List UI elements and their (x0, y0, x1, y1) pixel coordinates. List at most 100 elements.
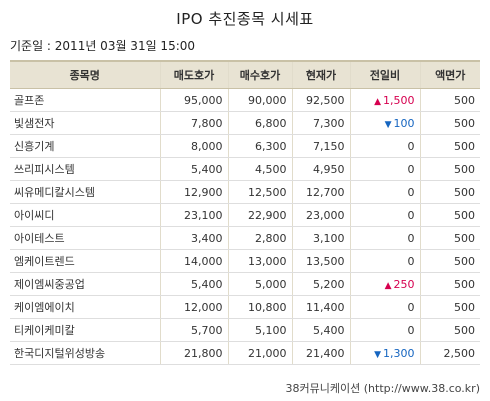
par-value: 500 (419, 318, 480, 342)
page-title: IPO 추진종목 시세표 (176, 10, 314, 28)
change-cell: 0 (349, 180, 420, 204)
par-value: 500 (419, 226, 480, 250)
current-price: 5,200 (291, 272, 350, 296)
source-credit: 38커뮤니케이션 (http://www.38.co.kr) (285, 382, 480, 395)
change-value: 0 (407, 323, 415, 337)
current-price: 4,950 (291, 157, 350, 181)
col-header-par: 액면가 (419, 60, 480, 89)
change-cell: 0 (349, 226, 420, 250)
triangle-down-icon: ▼ (374, 349, 381, 360)
change-value: 1,500 (383, 93, 415, 107)
par-value: 500 (419, 272, 480, 296)
ask-price: 14,000 (159, 249, 228, 273)
change-cell: 0 (349, 157, 420, 181)
par-value: 500 (419, 88, 480, 112)
current-price: 21,400 (291, 341, 350, 365)
change-value: 0 (407, 208, 415, 222)
par-value: 500 (419, 249, 480, 273)
current-price: 92,500 (291, 88, 350, 112)
change-value: 0 (407, 185, 415, 199)
stock-name[interactable]: 한국디지털위성방송 (10, 341, 160, 365)
triangle-down-icon: ▼ (384, 119, 392, 130)
ask-price: 95,000 (159, 88, 228, 112)
change-value: 0 (407, 139, 415, 153)
change-value: 0 (407, 300, 415, 314)
stock-name[interactable]: 골프존 (10, 88, 160, 112)
bid-price: 22,900 (227, 203, 292, 227)
stock-name[interactable]: 티케이케미칼 (10, 318, 160, 342)
table-header-row: 종목명 매도호가 매수호가 현재가 전일비 액면가 (10, 60, 480, 89)
change-cell: ▼ 1,300 (349, 341, 420, 365)
col-header-price: 현재가 (291, 60, 350, 89)
stock-name[interactable]: 신흥기계 (10, 134, 160, 158)
current-price: 13,500 (291, 249, 350, 273)
change-cell: 0 (349, 249, 420, 273)
current-price: 3,100 (291, 226, 350, 250)
current-price: 12,700 (291, 180, 350, 204)
table-row: 아이씨디 23,100 22,900 23,000 0 500 (10, 203, 480, 227)
bid-price: 13,000 (227, 249, 292, 273)
ask-price: 12,900 (159, 180, 228, 204)
par-value: 500 (419, 134, 480, 158)
change-cell: ▼ 100 (349, 111, 420, 135)
stock-name[interactable]: 케이엠에이치 (10, 295, 160, 319)
par-value: 500 (419, 180, 480, 204)
bid-price: 6,300 (227, 134, 292, 158)
stock-name[interactable]: 씨유메디칼시스템 (10, 180, 160, 204)
ask-price: 3,400 (159, 226, 228, 250)
stock-name[interactable]: 제이엠씨중공업 (10, 272, 160, 296)
change-value: 1,300 (383, 346, 415, 360)
par-value: 500 (419, 111, 480, 135)
base-date: 기준일 : 2011년 03월 31일 15:00 (10, 39, 196, 53)
change-cell: ▲ 250 (349, 272, 420, 296)
change-cell: 0 (349, 318, 420, 342)
stock-name[interactable]: 빛샘전자 (10, 111, 160, 135)
change-cell: 0 (349, 295, 420, 319)
bid-price: 10,800 (227, 295, 292, 319)
change-value: 0 (407, 231, 415, 245)
table-row: 아이테스트 3,400 2,800 3,100 0 500 (10, 226, 480, 250)
bid-price: 4,500 (227, 157, 292, 181)
ask-price: 21,800 (159, 341, 228, 365)
table-row: 골프존 95,000 90,000 92,500 ▲ 1,500 500 (10, 88, 480, 112)
table-row: 빛샘전자 7,800 6,800 7,300 ▼ 100 500 (10, 111, 480, 135)
change-value: 0 (407, 162, 415, 176)
table-row: 한국디지털위성방송 21,800 21,000 21,400 ▼ 1,300 2,500 (10, 341, 480, 365)
col-header-bid: 매수호가 (227, 60, 292, 89)
triangle-up-icon: ▲ (384, 280, 392, 291)
ipo-price-table: 종목명 매도호가 매수호가 현재가 전일비 액면가 골프존 95,000 90,00… (10, 60, 480, 365)
bid-price: 5,100 (227, 318, 292, 342)
change-cell: 0 (349, 203, 420, 227)
triangle-up-icon: ▲ (374, 96, 381, 107)
stock-name[interactable]: 아이씨디 (10, 203, 160, 227)
stock-name[interactable]: 쓰리피시스템 (10, 157, 160, 181)
bid-price: 21,000 (227, 341, 292, 365)
ask-price: 12,000 (159, 295, 228, 319)
table-row: 쓰리피시스템 5,400 4,500 4,950 0 500 (10, 157, 480, 181)
table-row: 티케이케미칼 5,700 5,100 5,400 0 500 (10, 318, 480, 342)
ask-price: 23,100 (159, 203, 228, 227)
bid-price: 6,800 (227, 111, 292, 135)
stock-name[interactable]: 엠케이트렌드 (10, 249, 160, 273)
table-row: 엠케이트렌드 14,000 13,000 13,500 0 500 (10, 249, 480, 273)
par-value: 500 (419, 157, 480, 181)
table-row: 신흥기계 8,000 6,300 7,150 0 500 (10, 134, 480, 158)
col-header-change: 전일비 (349, 60, 420, 89)
current-price: 23,000 (291, 203, 350, 227)
ask-price: 5,400 (159, 157, 228, 181)
change-cell: 0 (349, 134, 420, 158)
current-price: 7,150 (291, 134, 350, 158)
table-row: 케이엠에이치 12,000 10,800 11,400 0 500 (10, 295, 480, 319)
change-value: 0 (407, 254, 415, 268)
table-row: 씨유메디칼시스템 12,900 12,500 12,700 0 500 (10, 180, 480, 204)
col-header-ask: 매도호가 (159, 60, 228, 89)
ask-price: 8,000 (159, 134, 228, 158)
change-value: 250 (393, 277, 415, 291)
bid-price: 2,800 (227, 226, 292, 250)
par-value: 500 (419, 203, 480, 227)
ask-price: 5,400 (159, 272, 228, 296)
table-row: 제이엠씨중공업 5,400 5,000 5,200 ▲ 250 500 (10, 272, 480, 296)
stock-name[interactable]: 아이테스트 (10, 226, 160, 250)
par-value: 2,500 (419, 341, 480, 365)
bid-price: 12,500 (227, 180, 292, 204)
